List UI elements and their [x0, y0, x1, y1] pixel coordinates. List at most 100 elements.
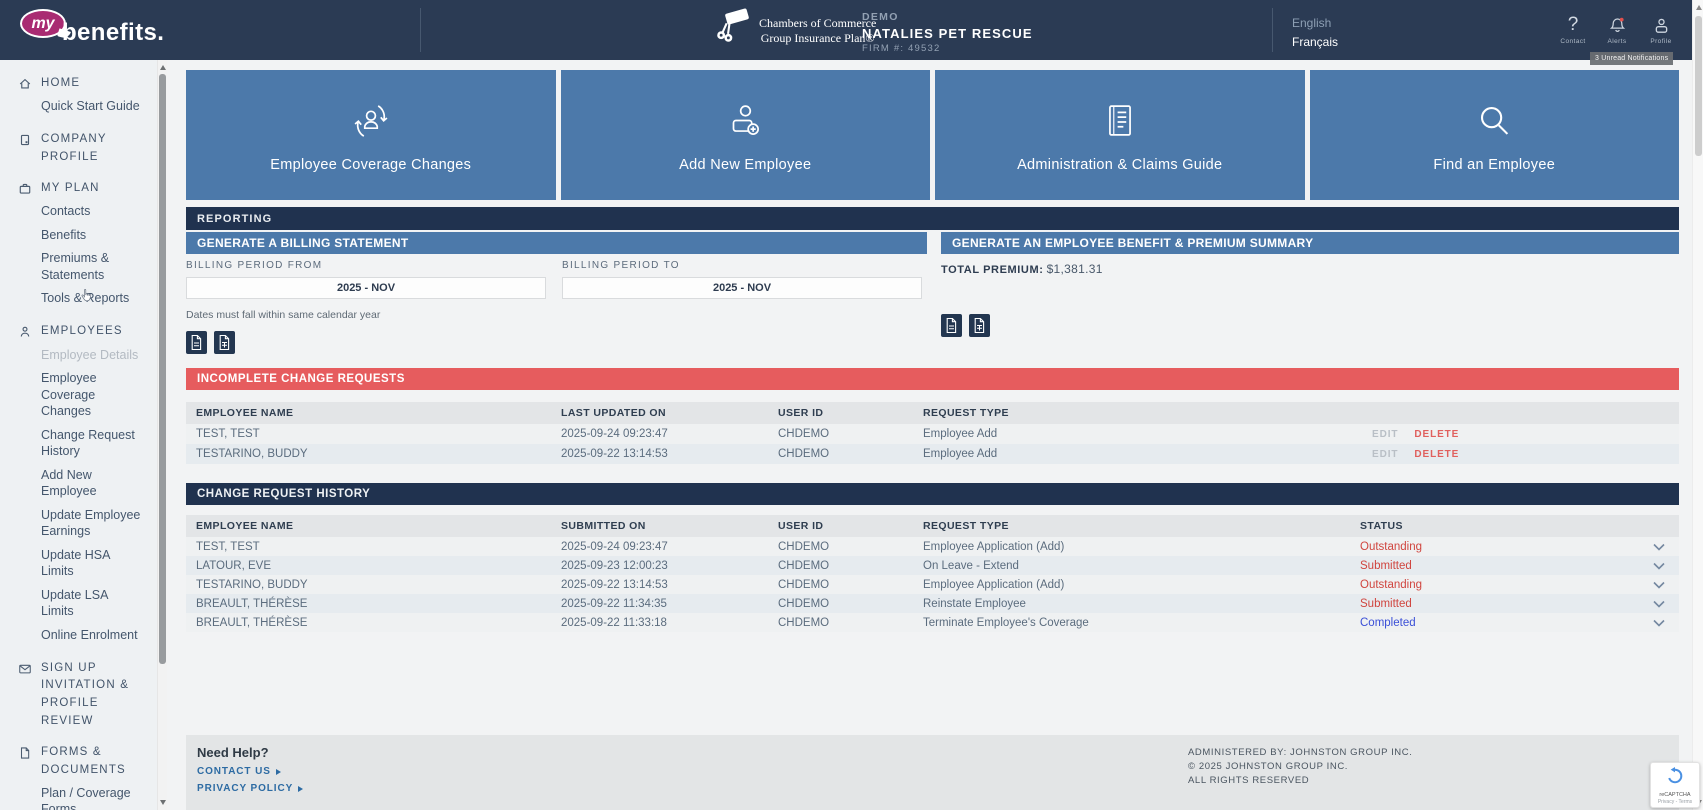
cell-type: Reinstate Employee — [923, 597, 1026, 610]
scroll-up-arrow[interactable] — [1695, 5, 1702, 10]
cell-name: LATOUR, EVE — [196, 559, 271, 572]
sidebar-item-company-profile[interactable]: COMPANY PROFILE — [18, 131, 157, 167]
cell-updated: 2025-09-24 09:23:47 — [561, 428, 668, 440]
chevron-down-icon[interactable] — [1639, 581, 1679, 589]
delete-button[interactable]: DELETE — [1414, 448, 1460, 460]
logo-benefits: benefits. — [62, 19, 165, 46]
sidebar-item-quick-start-guide[interactable]: Quick Start Guide — [41, 99, 140, 114]
page-scrollbar-thumb[interactable] — [1695, 16, 1702, 156]
cell-submitted: 2025-09-22 13:14:53 — [561, 578, 668, 591]
sidebar-item-employees[interactable]: EMPLOYEES — [18, 323, 157, 341]
sidebar-item-add-new-employee[interactable]: Add New Employee — [41, 467, 97, 499]
header-action-contact[interactable]: ? Contact — [1558, 15, 1588, 46]
sidebar-section-label: MY PLAN — [41, 181, 100, 194]
row-actions: EDIT DELETE — [1372, 429, 1679, 440]
language-french[interactable]: Français — [1292, 34, 1339, 49]
billing-excel-export-button[interactable] — [214, 331, 235, 354]
scroll-up-arrow[interactable] — [160, 65, 166, 70]
billing-period-from-select[interactable]: 2025 - NOV — [186, 277, 546, 299]
card-find-an-employee[interactable]: Find an Employee — [1309, 70, 1679, 200]
cell-user: CHDEMO — [778, 597, 830, 610]
cell-name: TESTARINO, BUDDY — [196, 448, 308, 460]
sidebar-section-home: HOME Quick Start Guide — [18, 75, 157, 118]
card-employee-coverage-changes[interactable]: Employee Coverage Changes — [186, 70, 556, 200]
sidebar-item-my-plan[interactable]: MY PLAN — [18, 180, 157, 198]
sidebar-item-plan-coverage-forms[interactable]: Plan / Coverage Forms — [41, 785, 131, 810]
reporting-section-bar: REPORTING — [186, 207, 1679, 230]
billing-period-to-label: BILLING PERIOD TO — [562, 260, 680, 271]
summary-excel-export-button[interactable] — [969, 314, 990, 337]
company-profile-icon — [18, 133, 32, 147]
billing-pdf-export-button[interactable] — [186, 331, 207, 354]
card-label: Add New Employee — [679, 156, 812, 173]
summary-pdf-export-button[interactable] — [941, 314, 962, 337]
contact-us-link[interactable]: CONTACT US — [197, 766, 281, 777]
sidebar-item-forms-documents[interactable]: FORMS & DOCUMENTS — [18, 744, 157, 780]
sidebar-item-update-lsa-limits[interactable]: Update LSA Limits — [41, 587, 108, 619]
sidebar-item-premiums-statements[interactable]: Premiums & Statements — [41, 251, 110, 282]
mybenefits-logo[interactable]: my benefits. — [20, 9, 164, 47]
scroll-down-arrow[interactable] — [160, 800, 166, 805]
cell-user: CHDEMO — [778, 616, 830, 629]
card-label: Administration & Claims Guide — [1017, 156, 1223, 173]
cell-name: BREAULT, THÉRÈSE — [196, 616, 308, 629]
history-column-headers: EMPLOYEE NAME SUBMITTED ON USER ID REQUE… — [186, 515, 1679, 537]
language-english[interactable]: English — [1292, 16, 1332, 30]
home-icon — [18, 77, 32, 91]
delete-button[interactable]: DELETE — [1414, 428, 1460, 440]
my-plan-icon — [18, 182, 32, 196]
cell-user: CHDEMO — [778, 540, 830, 553]
recaptcha-badge[interactable]: reCAPTCHA Privacy - Terms — [1650, 762, 1700, 808]
privacy-policy-link[interactable]: PRIVACY POLICY — [197, 783, 304, 794]
sidebar-scrollbar[interactable] — [157, 60, 167, 810]
header-action-profile[interactable]: Profile — [1646, 15, 1676, 45]
cell-name: TESTARINO, BUDDY — [196, 578, 308, 591]
page-scrollbar[interactable] — [1692, 0, 1703, 810]
status-badge: Outstanding — [1360, 578, 1423, 591]
find-employee-icon — [1471, 98, 1517, 144]
contact-us-label: CONTACT US — [197, 766, 271, 777]
cell-type: Employee Add — [923, 428, 998, 440]
status-badge: Completed — [1360, 616, 1416, 629]
sidebar-item-change-request-history[interactable]: Change Request History — [41, 427, 135, 459]
administered-by-block: ADMINISTERED BY: JOHNSTON GROUP INC. © 2… — [1188, 746, 1412, 787]
sidebar-item-online-enrolment[interactable]: Online Enrolment — [41, 627, 138, 642]
sidebar-item-home[interactable]: HOME — [18, 75, 157, 93]
header-action-alerts[interactable]: Alerts — [1602, 15, 1632, 45]
firm-demo-label: DEMO — [862, 11, 899, 23]
add-employee-icon — [722, 98, 768, 144]
sidebar-item-contacts[interactable]: Contacts — [41, 204, 91, 219]
premium-summary-header: GENERATE AN EMPLOYEE BENEFIT & PREMIUM S… — [941, 232, 1679, 254]
arrow-icon — [298, 785, 304, 792]
main-content: Employee Coverage Changes Add New Employe… — [167, 60, 1692, 810]
header-action-label: Contact — [1560, 38, 1586, 45]
edit-button[interactable]: EDIT — [1372, 448, 1399, 460]
chevron-down-icon[interactable] — [1639, 600, 1679, 608]
billing-statement-section: GENERATE A BILLING STATEMENT BILLING PER… — [186, 232, 927, 354]
sidebar-item-tools-reports[interactable]: Tools & Reports — [41, 291, 130, 306]
sidebar-scrollbar-thumb[interactable] — [159, 74, 166, 664]
sidebar-item-benefits[interactable]: Benefits — [41, 227, 87, 242]
cell-name: TEST, TEST — [196, 428, 260, 440]
sidebar-item-employee-details[interactable]: Employee Details — [41, 347, 139, 362]
cell-type: On Leave - Extend — [923, 559, 1019, 572]
card-administration-claims-guide[interactable]: Administration & Claims Guide — [935, 70, 1305, 200]
top-header: my benefits. Chambers of Commerce Group … — [0, 0, 1692, 60]
sidebar-item-sign-up-invitation-profile-review[interactable]: SIGN UP INVITATION & PROFILE REVIEW — [18, 660, 157, 731]
sidebar-item-update-hsa-limits[interactable]: Update HSA Limits — [41, 547, 110, 579]
firm-name: NATALIES PET RESCUE — [862, 26, 1033, 41]
billing-period-to-select[interactable]: 2025 - NOV — [562, 277, 922, 299]
edit-button[interactable]: EDIT — [1372, 428, 1399, 440]
chevron-down-icon[interactable] — [1639, 562, 1679, 570]
card-add-new-employee[interactable]: Add New Employee — [560, 70, 930, 200]
sign-up-icon — [18, 662, 32, 676]
cell-name: TEST, TEST — [196, 540, 260, 553]
sidebar-item-update-employee-earnings[interactable]: Update Employee Earnings — [41, 507, 141, 539]
chevron-down-icon[interactable] — [1639, 619, 1679, 627]
billing-note: Dates must fall within same calendar yea… — [186, 309, 381, 321]
notifications-tooltip: 3 Unread Notifications — [1590, 52, 1674, 65]
sidebar-item-employee-coverage-changes[interactable]: Employee Coverage Changes — [41, 371, 97, 419]
chevron-down-icon[interactable] — [1639, 543, 1679, 551]
